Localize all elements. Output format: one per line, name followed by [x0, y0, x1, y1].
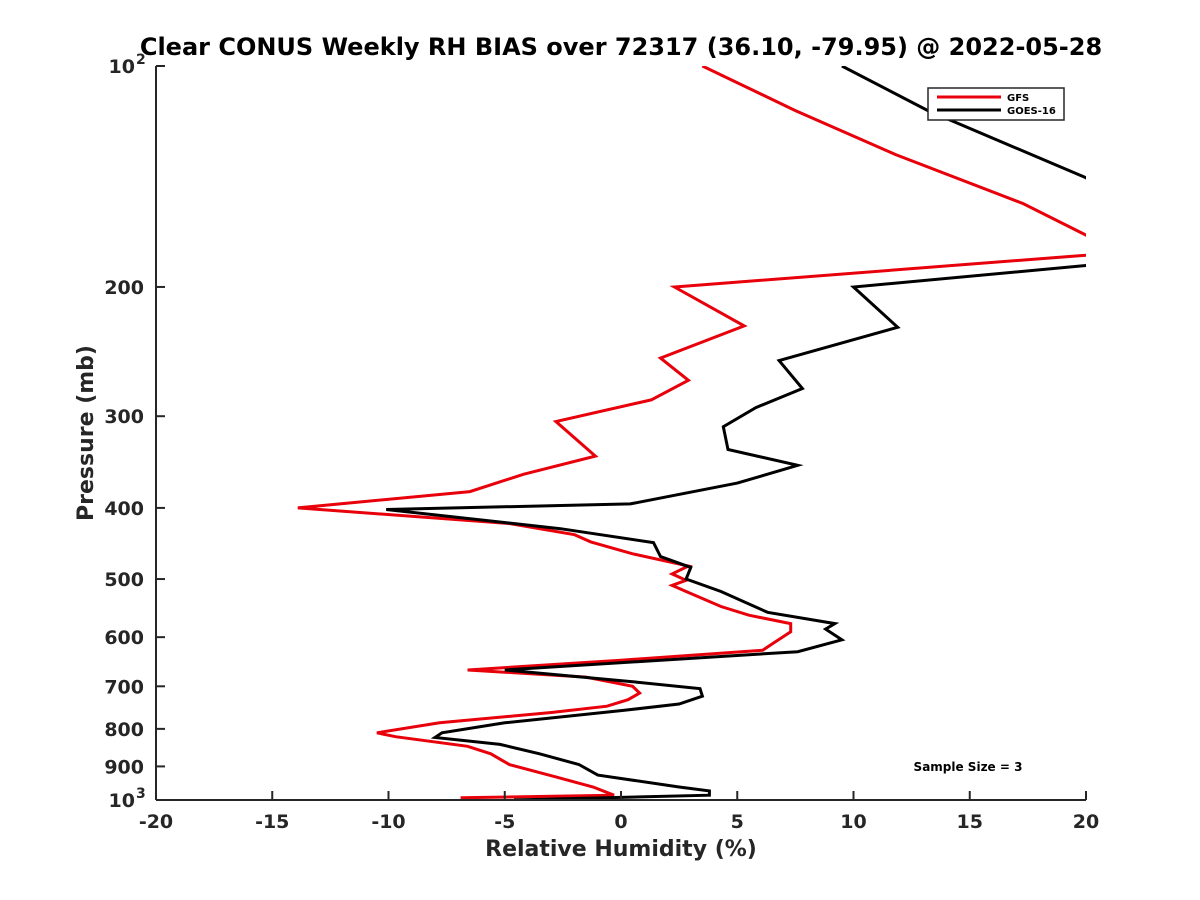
x-tick-label: -10 — [371, 811, 405, 833]
x-tick-label: 5 — [731, 811, 744, 833]
y-tick-exponent: 2 — [136, 52, 146, 68]
series-line-goes-16 — [386, 66, 1086, 800]
y-tick-exponent: 3 — [136, 786, 146, 802]
series-layer — [297, 66, 1086, 800]
y-tick-label: 10 — [109, 56, 135, 78]
chart-title: Clear CONUS Weekly RH BIAS over 72317 (3… — [140, 33, 1102, 61]
legend-entries: GFS GOES-16 — [937, 93, 1056, 117]
legend: GFS GOES-16 — [927, 87, 1065, 121]
x-tick-label: -20 — [139, 811, 173, 833]
y-tick-label: 600 — [104, 627, 144, 649]
x-tick-label: -5 — [494, 811, 515, 833]
y-tick-label: 800 — [104, 719, 144, 741]
series-line-gfs — [297, 66, 1086, 800]
x-ticks: -20 -15 -10 -5 0 5 10 15 20 — [139, 791, 1099, 833]
x-tick-label: 0 — [614, 811, 627, 833]
legend-label: GFS — [1007, 93, 1029, 104]
x-tick-label: 10 — [840, 811, 866, 833]
y-tick-label: 10 — [109, 790, 135, 812]
x-axis-label: Relative Humidity (%) — [485, 837, 757, 862]
x-tick-label: 20 — [1073, 811, 1099, 833]
x-tick-label: 15 — [957, 811, 983, 833]
y-tick-label: 900 — [104, 756, 144, 778]
y-tick-label: 200 — [104, 277, 144, 299]
y-axis-label: Pressure (mb) — [74, 345, 99, 521]
y-tick-label: 400 — [104, 498, 144, 520]
y-tick-label: 500 — [104, 569, 144, 591]
legend-box — [927, 87, 1065, 121]
sample-size-annotation: Sample Size = 3 — [914, 760, 1023, 774]
axes — [155, 66, 1086, 801]
y-tick-label: 700 — [104, 676, 144, 698]
legend-label: GOES-16 — [1007, 106, 1056, 117]
x-tick-label: -15 — [255, 811, 289, 833]
y-tick-label: 300 — [104, 406, 144, 428]
